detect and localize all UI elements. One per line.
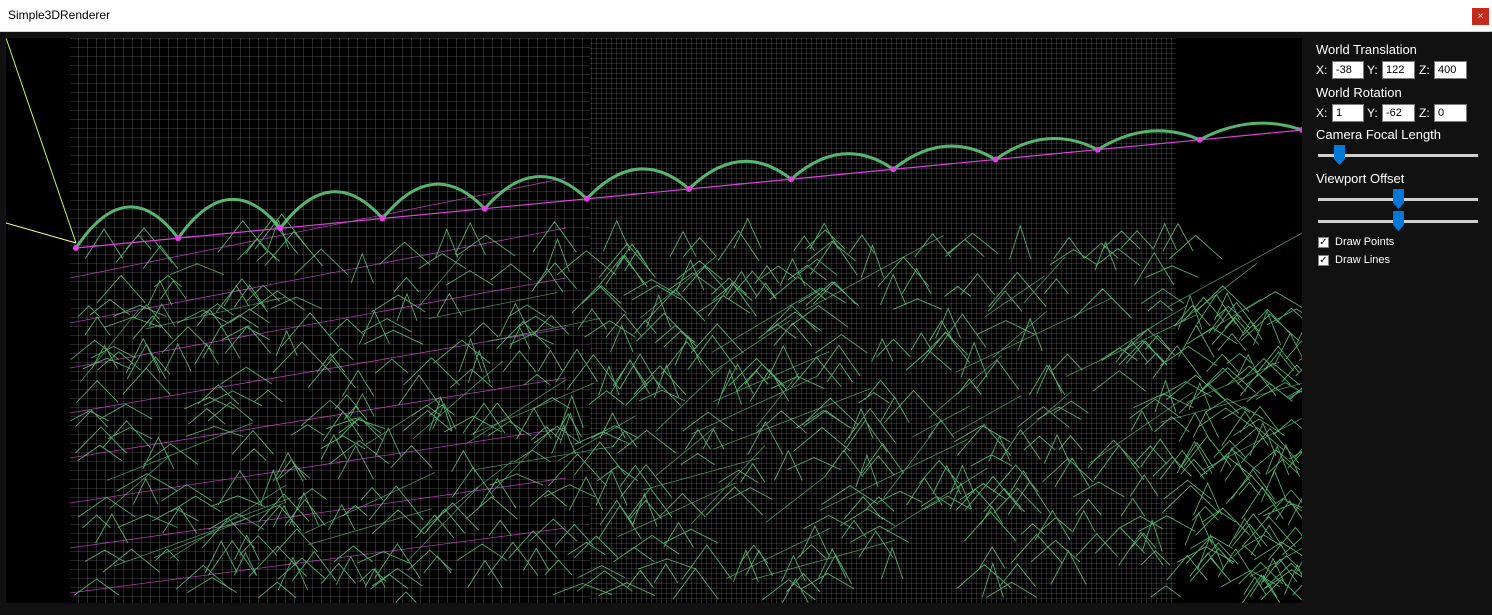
translation-y-input[interactable] — [1382, 61, 1415, 79]
focal-length-slider-track — [1318, 154, 1478, 157]
rotation-x-input[interactable] — [1332, 104, 1364, 122]
draw-points-label: Draw Points — [1335, 236, 1395, 248]
draw-lines-checkmark-icon[interactable]: ✓ — [1318, 255, 1329, 266]
focal-length-slider-thumb[interactable] — [1334, 145, 1346, 165]
translation-z-input[interactable] — [1434, 61, 1467, 79]
viewport-offset-vertical-slider[interactable] — [1318, 211, 1478, 231]
render-viewport[interactable] — [6, 38, 1302, 603]
viewport-offset-heading: Viewport Offset — [1316, 171, 1405, 186]
window-client-area: World Translation X: Y: Z: World Rotatio… — [0, 32, 1492, 615]
draw-points-checkmark-icon[interactable]: ✓ — [1318, 237, 1329, 248]
control-panel: World Translation X: Y: Z: World Rotatio… — [1308, 32, 1492, 615]
rotation-z-input[interactable] — [1434, 104, 1467, 122]
viewport-offset-horizontal-thumb[interactable] — [1392, 189, 1404, 209]
rotation-z-label: Z: — [1419, 106, 1430, 120]
rotation-y-input[interactable] — [1382, 104, 1415, 122]
world-translation-heading: World Translation — [1316, 42, 1417, 57]
camera-focal-length-heading: Camera Focal Length — [1316, 127, 1442, 142]
translation-y-label: Y: — [1367, 63, 1378, 77]
viewport-offset-vertical-thumb[interactable] — [1392, 211, 1404, 231]
translation-z-label: Z: — [1419, 63, 1430, 77]
close-button[interactable]: × — [1472, 8, 1489, 25]
rotation-x-label: X: — [1316, 106, 1328, 120]
rotation-y-label: Y: — [1367, 106, 1378, 120]
world-rotation-heading: World Rotation — [1316, 85, 1402, 100]
window-title: Simple3DRenderer — [8, 8, 111, 22]
title-bar: Simple3DRenderer × — [0, 0, 1492, 32]
scene-canvas — [6, 38, 1302, 603]
translation-x-input[interactable] — [1332, 61, 1364, 79]
draw-lines-label: Draw Lines — [1335, 254, 1391, 266]
viewport-offset-horizontal-slider[interactable] — [1318, 189, 1478, 209]
translation-x-label: X: — [1316, 63, 1328, 77]
focal-length-slider[interactable] — [1318, 145, 1478, 165]
